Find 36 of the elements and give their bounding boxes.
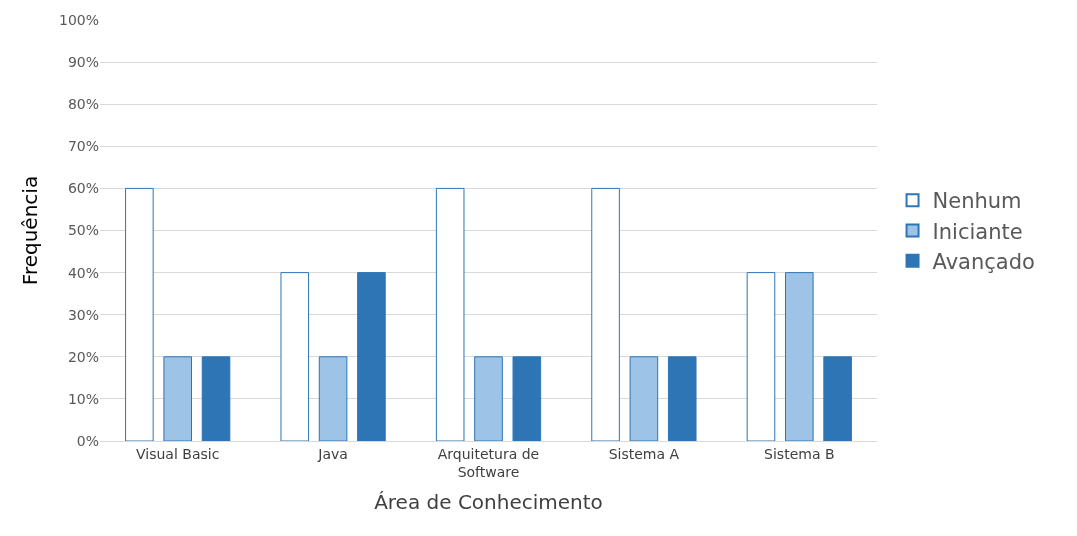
y-axis-title: Frequência	[18, 175, 43, 286]
bar	[512, 356, 542, 441]
bar	[357, 272, 386, 441]
bar	[746, 272, 776, 441]
bar	[629, 356, 659, 441]
bar	[280, 272, 310, 441]
x-tick-label: Visual Basic	[136, 445, 220, 462]
bar	[435, 187, 465, 441]
legend-label: Iniciante	[932, 219, 1023, 244]
y-tick-label: 70%	[67, 138, 99, 155]
y-tick-label: 40%	[67, 264, 99, 281]
bar	[125, 187, 154, 441]
bar	[667, 356, 697, 441]
bar	[591, 187, 620, 441]
y-tick-label: 50%	[67, 222, 99, 239]
x-tick-label: Sistema A	[608, 445, 680, 462]
y-tick-label: 0%	[76, 432, 99, 449]
y-tick-label: 90%	[67, 54, 99, 70]
x-tick-label: Sistema B	[764, 445, 835, 462]
y-tick-label: 30%	[67, 306, 99, 323]
legend-label: Avançado	[932, 249, 1035, 274]
bar	[163, 356, 192, 441]
bar	[823, 356, 852, 441]
bar	[201, 356, 231, 441]
legend-label: Nenhum	[932, 189, 1022, 214]
x-tick-label: Arquitetura de Software	[437, 445, 540, 480]
bar	[785, 272, 814, 441]
y-tick-label: 10%	[67, 390, 99, 407]
y-tick-label: 20%	[67, 348, 99, 365]
y-tick-label: 80%	[67, 96, 99, 113]
y-tick-label: 60%	[67, 180, 99, 197]
y-tick-label: 100%	[58, 11, 99, 28]
bar	[474, 356, 503, 441]
x-tick-label: Java	[317, 445, 348, 462]
bar	[318, 356, 348, 441]
x-axis-title: Área de Conhecimento	[374, 489, 603, 514]
